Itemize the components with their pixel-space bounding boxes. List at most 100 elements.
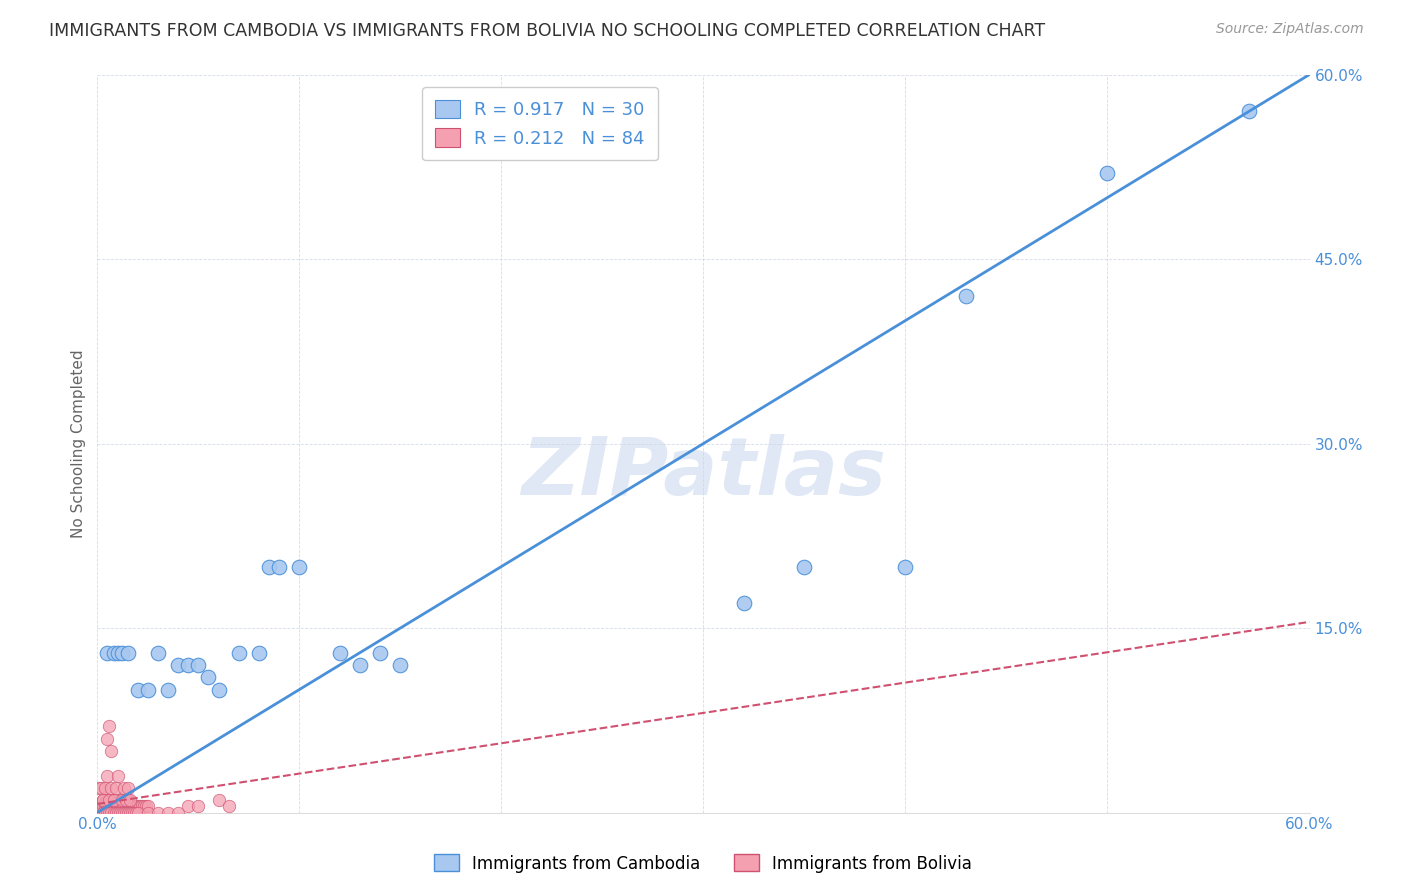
Point <box>131 799 153 814</box>
Point <box>103 799 125 814</box>
Point <box>257 559 280 574</box>
Point <box>117 805 139 820</box>
Point <box>98 805 121 820</box>
Point <box>110 805 132 820</box>
Point <box>122 805 145 820</box>
Point <box>733 596 755 610</box>
Point <box>112 780 135 795</box>
Point <box>146 805 169 820</box>
Point <box>269 559 291 574</box>
Point <box>103 646 125 660</box>
Point <box>117 646 139 660</box>
Point <box>112 799 135 814</box>
Point <box>110 646 132 660</box>
Point <box>89 799 111 814</box>
Y-axis label: No Schooling Completed: No Schooling Completed <box>72 349 86 538</box>
Point <box>127 805 149 820</box>
Point <box>117 799 139 814</box>
Point <box>94 805 117 820</box>
Point <box>114 793 136 807</box>
Point <box>110 796 132 810</box>
Point <box>136 799 159 814</box>
Point <box>100 780 122 795</box>
Point <box>94 780 117 795</box>
Point <box>108 796 131 810</box>
Point <box>90 796 112 810</box>
Point <box>132 799 155 814</box>
Point <box>118 793 141 807</box>
Point <box>93 793 115 807</box>
Point <box>125 805 148 820</box>
Point <box>329 646 352 660</box>
Point <box>90 780 112 795</box>
Point <box>114 805 136 820</box>
Point <box>894 559 917 574</box>
Point <box>100 793 122 807</box>
Point <box>89 780 111 795</box>
Point <box>218 799 240 814</box>
Point <box>389 657 412 672</box>
Point <box>118 805 141 820</box>
Point <box>121 805 143 820</box>
Point <box>157 805 180 820</box>
Point <box>121 799 143 814</box>
Point <box>96 646 118 660</box>
Point <box>955 289 977 303</box>
Point <box>107 646 129 660</box>
Point <box>98 799 121 814</box>
Point <box>107 793 129 807</box>
Point <box>107 805 129 820</box>
Point <box>157 682 180 697</box>
Point <box>368 646 391 660</box>
Point <box>93 799 115 814</box>
Point <box>127 799 149 814</box>
Point <box>177 657 200 672</box>
Point <box>93 805 115 820</box>
Point <box>167 657 190 672</box>
Point <box>136 682 159 697</box>
Text: Source: ZipAtlas.com: Source: ZipAtlas.com <box>1216 22 1364 37</box>
Text: IMMIGRANTS FROM CAMBODIA VS IMMIGRANTS FROM BOLIVIA NO SCHOOLING COMPLETED CORRE: IMMIGRANTS FROM CAMBODIA VS IMMIGRANTS F… <box>49 22 1045 40</box>
Point <box>207 793 229 807</box>
Point <box>98 796 121 810</box>
Point <box>104 799 127 814</box>
Point <box>103 793 125 807</box>
Point <box>146 646 169 660</box>
Point <box>135 799 157 814</box>
Point <box>197 670 219 684</box>
Legend: Immigrants from Cambodia, Immigrants from Bolivia: Immigrants from Cambodia, Immigrants fro… <box>427 847 979 880</box>
Point <box>112 805 135 820</box>
Point <box>228 646 250 660</box>
Point <box>107 769 129 783</box>
Point <box>117 793 139 807</box>
Point <box>96 793 118 807</box>
Point <box>90 799 112 814</box>
Point <box>96 805 118 820</box>
Legend: R = 0.917   N = 30, R = 0.212   N = 84: R = 0.917 N = 30, R = 0.212 N = 84 <box>422 87 658 161</box>
Point <box>108 799 131 814</box>
Point <box>136 805 159 820</box>
Point <box>96 731 118 746</box>
Point <box>177 799 200 814</box>
Point <box>96 799 118 814</box>
Point <box>125 799 148 814</box>
Point <box>1097 166 1119 180</box>
Point <box>94 799 117 814</box>
Point <box>100 799 122 814</box>
Point <box>349 657 371 672</box>
Point <box>167 805 190 820</box>
Point <box>110 799 132 814</box>
Point <box>114 799 136 814</box>
Point <box>108 805 131 820</box>
Point <box>104 780 127 795</box>
Point <box>122 799 145 814</box>
Point <box>94 796 117 810</box>
Point <box>96 769 118 783</box>
Point <box>100 744 122 758</box>
Point <box>1237 104 1260 119</box>
Point <box>107 799 129 814</box>
Point <box>103 793 125 807</box>
Point <box>100 805 122 820</box>
Point <box>207 682 229 697</box>
Point <box>104 805 127 820</box>
